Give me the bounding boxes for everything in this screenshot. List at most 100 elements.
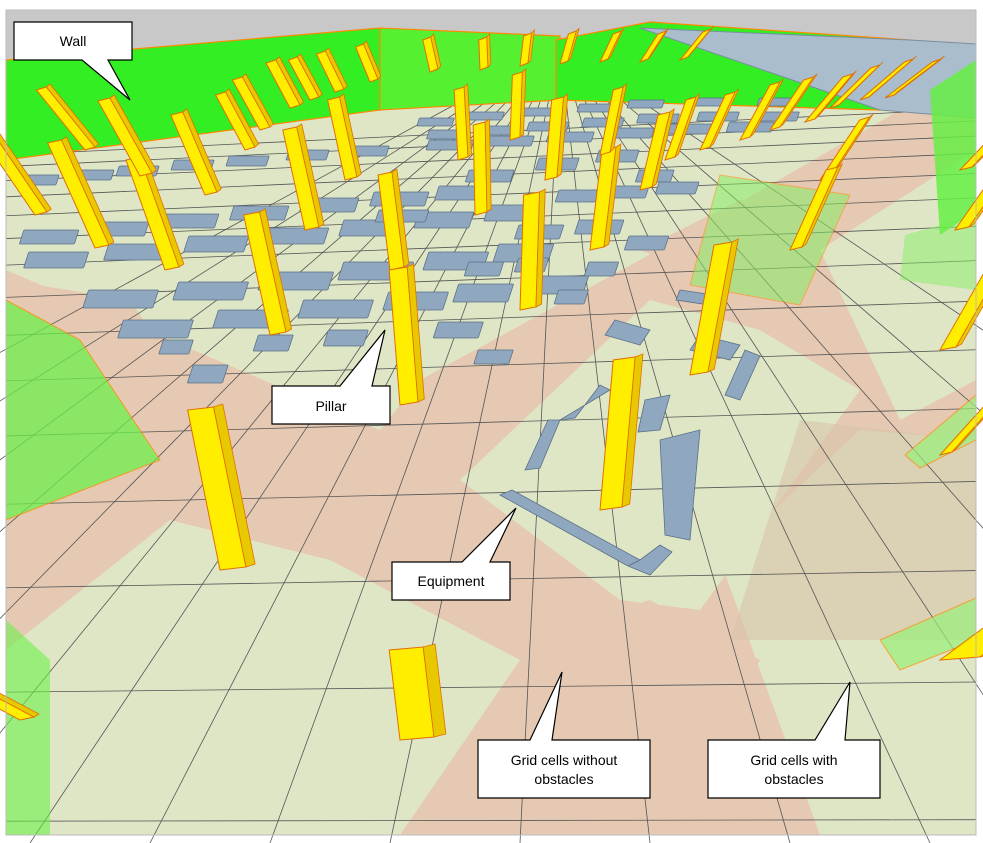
callout-free-cells-label-line2: obstacles	[534, 771, 593, 787]
pillar-group	[0, 25, 983, 741]
pillar	[884, 55, 945, 99]
pillar	[231, 73, 275, 131]
pillar-side	[182, 108, 222, 193]
pillar	[214, 88, 260, 151]
pillar	[589, 143, 622, 251]
pillar-side	[324, 47, 348, 90]
pillar-face	[472, 121, 488, 216]
pillar-side	[527, 28, 535, 65]
pillar	[422, 33, 442, 73]
equipment-block	[433, 321, 484, 339]
grid-line-cross	[5, 135, 977, 182]
callout-free-cells-label-line1: Grid cells without	[511, 752, 618, 768]
free-cell-regions	[6, 92, 976, 835]
pillar	[315, 47, 348, 93]
pillar	[599, 82, 628, 156]
equipment-block	[416, 117, 455, 127]
pillar	[829, 61, 884, 109]
pillar-side	[979, 654, 983, 658]
pillar	[519, 188, 546, 311]
pillar-side	[363, 40, 382, 80]
pillar	[803, 70, 857, 123]
callout-pillar-shape	[271, 329, 391, 425]
grid-line-depth	[0, 94, 496, 461]
pillar-side	[296, 53, 323, 98]
pillar-side	[607, 27, 625, 60]
pillar-side	[296, 123, 325, 228]
pillar-side	[391, 168, 410, 268]
wall-left-lower	[6, 620, 50, 835]
pillar-side	[339, 93, 362, 178]
pillar-face	[958, 144, 983, 171]
equipment-block	[555, 189, 600, 203]
grid-line-cross	[5, 681, 977, 693]
pillar	[599, 27, 625, 63]
grid-line-depth	[519, 94, 558, 843]
equipment-block	[19, 229, 80, 245]
pillar	[478, 33, 492, 71]
green-enclosure-far-right	[900, 215, 976, 290]
pillar	[738, 78, 784, 141]
pillar	[0, 692, 40, 721]
pillar-side	[707, 238, 739, 373]
pillar-side	[45, 83, 100, 148]
pillar	[859, 55, 917, 101]
pillar	[125, 153, 185, 271]
pillar-side	[603, 143, 622, 248]
pillar	[638, 27, 670, 63]
pillar-side	[259, 208, 293, 333]
equipment-block	[172, 281, 249, 301]
equipment-block	[263, 227, 330, 245]
equipment-block	[553, 289, 589, 305]
pillar-side	[463, 83, 472, 158]
pillar	[472, 118, 492, 216]
pillar	[282, 123, 325, 231]
pillar-side	[406, 263, 425, 403]
callout-equipment-shape	[391, 507, 517, 601]
pillar	[519, 28, 535, 67]
pillar-side	[241, 73, 275, 128]
callout-wall-label: Wall	[60, 33, 87, 49]
pillar-side	[801, 162, 844, 249]
pillar-side	[951, 416, 983, 453]
grid-line-cross	[5, 819, 977, 822]
grid-line-depth	[590, 94, 983, 696]
pillar-side	[749, 78, 784, 138]
pillar-side	[838, 61, 884, 106]
callout-free-cells-shape	[477, 671, 651, 799]
equipment-block	[297, 299, 374, 319]
pillar	[388, 643, 447, 741]
pillar	[699, 88, 740, 151]
pillar-side	[213, 403, 256, 568]
pillar-side	[275, 56, 305, 106]
equipment-block	[452, 283, 514, 303]
pillar-side	[225, 88, 260, 148]
pillar-side	[609, 82, 628, 154]
pillar	[689, 238, 739, 376]
pillar-side	[422, 643, 447, 738]
equipment-block	[225, 155, 270, 167]
pillar	[664, 92, 701, 161]
pillar	[388, 263, 425, 406]
pillar	[768, 73, 818, 131]
pillar-side	[621, 353, 644, 508]
equipment-u-layout	[499, 289, 761, 576]
green-wall-far-right	[930, 60, 976, 235]
equipment-block	[473, 349, 514, 365]
pillar	[97, 94, 157, 177]
callout-obstacle-cells-label-line1: Grid cells with	[750, 752, 837, 768]
pillar	[559, 27, 580, 65]
pillar	[0, 133, 52, 216]
pillar	[46, 136, 115, 249]
pillar-face	[0, 698, 36, 721]
pillar-side	[971, 154, 983, 168]
pillar	[958, 144, 983, 171]
grid-line-cross	[5, 408, 977, 437]
equipment-block	[323, 329, 369, 347]
grid-line-depth	[581, 94, 931, 843]
shaded-cell-patch	[730, 420, 976, 640]
viewport-frame	[5, 9, 977, 836]
pillar-side	[0, 133, 52, 213]
equipment-block	[466, 111, 505, 121]
